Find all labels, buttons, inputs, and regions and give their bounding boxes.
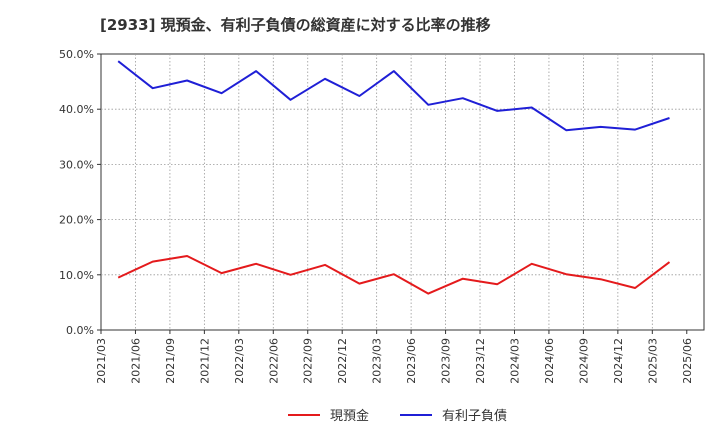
x-tick-label: 2025/06 [681, 338, 694, 384]
x-tick-label: 2023/09 [440, 338, 453, 384]
chart-title: [2933] 現預金、有利子負債の総資産に対する比率の推移 [100, 16, 491, 34]
x-tick-label: 2021/09 [164, 338, 177, 384]
x-tick-label: 2024/09 [577, 338, 590, 384]
legend-label-cash: 現預金 [330, 408, 369, 424]
x-tick-label: 2021/06 [129, 338, 142, 384]
x-tick-label: 2024/06 [543, 338, 556, 384]
x-tick-label: 2025/03 [646, 338, 659, 384]
x-tick-label: 2021/03 [95, 338, 108, 384]
x-tick-label: 2023/03 [371, 338, 384, 384]
x-tick-label: 2023/12 [474, 338, 487, 384]
y-tick-label: 20.0% [59, 214, 94, 227]
plot-area [100, 53, 705, 331]
legend-label-debt: 有利子負債 [442, 409, 507, 424]
grid-lines [101, 54, 704, 330]
y-axis-ticks: 0.0% 10.0% 20.0% 30.0% 40.0% 50.0% [59, 48, 101, 337]
y-tick-label: 30.0% [59, 158, 94, 171]
x-tick-label: 2024/03 [508, 338, 521, 384]
x-tick-label: 2022/03 [233, 338, 246, 384]
x-tick-label: 2021/12 [198, 338, 211, 384]
x-tick-label: 2022/12 [336, 338, 349, 384]
x-tick-label: 2024/12 [612, 338, 625, 384]
y-tick-label: 0.0% [66, 324, 94, 337]
series-line-debt [117, 60, 670, 132]
y-tick-label: 40.0% [59, 103, 94, 116]
y-tick-label: 10.0% [59, 269, 94, 282]
series-line-cash [117, 255, 671, 295]
x-tick-label: 2022/06 [267, 338, 280, 384]
y-tick-label: 50.0% [59, 48, 94, 61]
legend: 現預金 有利子負債 [288, 408, 507, 424]
x-tick-label: 2023/06 [405, 338, 418, 384]
x-tick-label: 2022/09 [302, 338, 315, 384]
series-lines [117, 60, 671, 295]
x-axis-ticks: 2021/03 2021/06 2021/09 2021/12 2022/03 2022/… [95, 330, 694, 384]
